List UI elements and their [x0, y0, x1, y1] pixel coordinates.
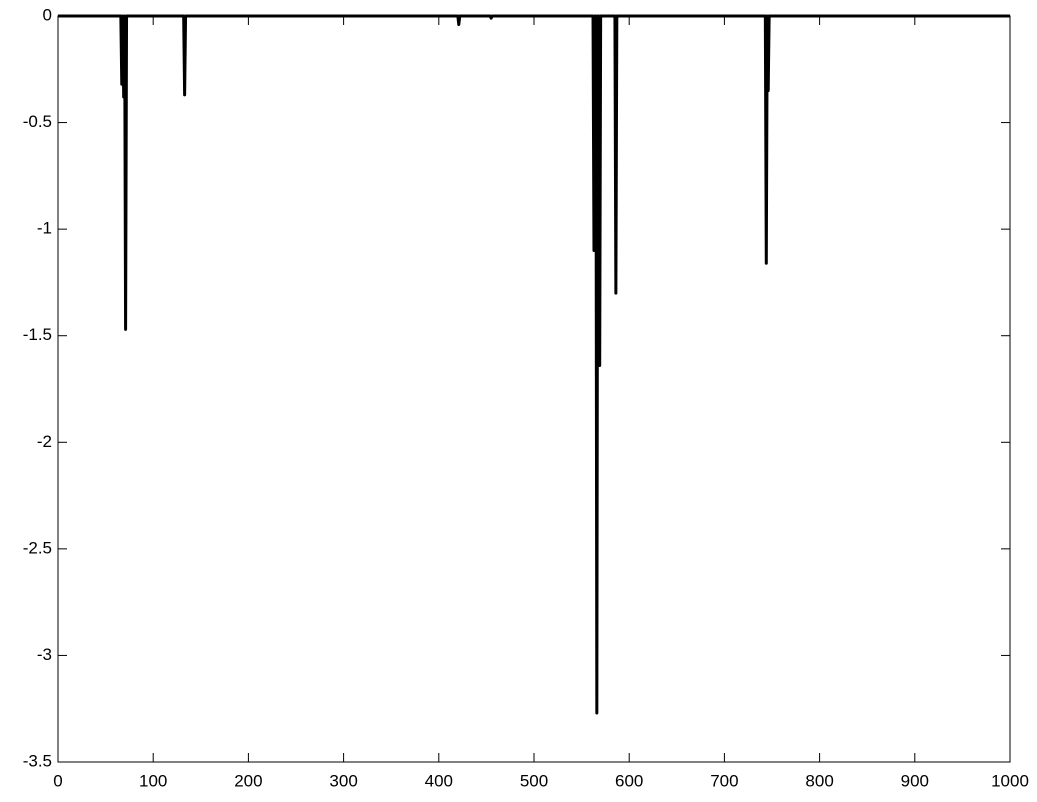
x-tick-label: 0	[53, 771, 62, 790]
x-tick-label: 300	[329, 771, 357, 790]
y-tick-label: -1.5	[23, 325, 52, 344]
x-tick-label: 1000	[991, 771, 1029, 790]
y-tick-label: 0	[43, 5, 52, 24]
x-tick-label: 600	[615, 771, 643, 790]
x-tick-label: 800	[805, 771, 833, 790]
x-tick-label: 200	[234, 771, 262, 790]
x-tick-label: 900	[901, 771, 929, 790]
y-tick-label: -1	[37, 219, 52, 238]
y-tick-label: -3	[37, 645, 52, 664]
data-line	[58, 14, 1010, 715]
x-tick-label: 100	[139, 771, 167, 790]
y-tick-label: -0.5	[23, 112, 52, 131]
y-tick-label: -2.5	[23, 538, 52, 557]
x-tick-label: 700	[710, 771, 738, 790]
x-tick-label: 500	[520, 771, 548, 790]
x-tick-label: 400	[425, 771, 453, 790]
y-tick-label: -2	[37, 432, 52, 451]
plot-frame	[57, 15, 1011, 763]
y-tick-label: -3.5	[23, 751, 52, 770]
